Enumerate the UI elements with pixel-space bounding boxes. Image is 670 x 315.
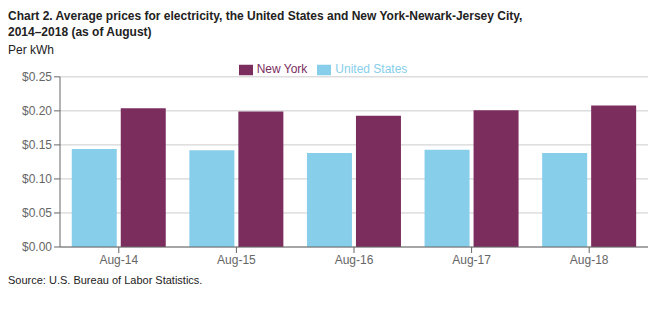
- svg-text:$0.05: $0.05: [22, 206, 52, 220]
- html-text:Chart 2. Average prices for el: Chart 2. Average prices for electricity,…: [8, 9, 523, 39]
- html-text:Source: U.S. Bureau of Labor S: Source: U.S. Bureau of Labor Statistics.: [8, 274, 203, 286]
- svg-text:$0.00: $0.00: [22, 240, 52, 254]
- svg-text:$0.25: $0.25: [22, 70, 52, 84]
- svg-text:Aug-17: Aug-17: [452, 253, 491, 267]
- svg-text:$0.10: $0.10: [22, 172, 52, 186]
- svg-text:$0.15: $0.15: [22, 138, 52, 152]
- svg-text:Aug-14: Aug-14: [99, 253, 138, 267]
- svg-text:$0.20: $0.20: [22, 104, 52, 118]
- svg-text:Aug-18: Aug-18: [570, 253, 609, 267]
- svg-text:Aug-16: Aug-16: [335, 253, 374, 267]
- svg-text:Aug-15: Aug-15: [217, 253, 256, 267]
- html-text:United States: United States: [335, 62, 408, 76]
- html-text:Per kWh: Per kWh: [8, 43, 54, 57]
- html-text:New York: New York: [256, 62, 308, 76]
